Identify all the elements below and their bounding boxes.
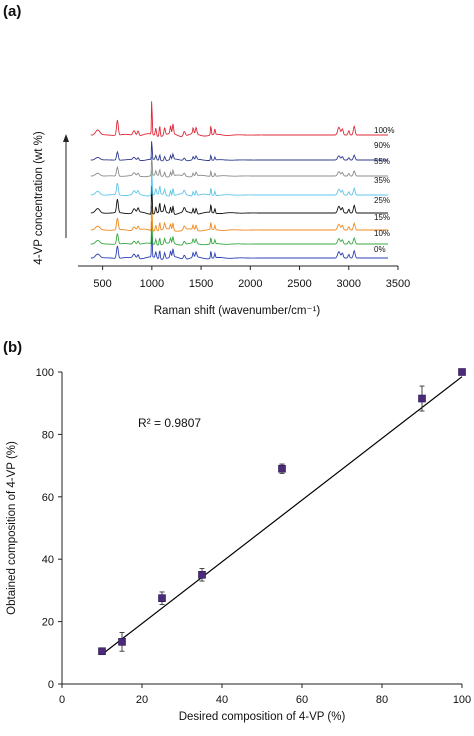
spectrum-line xyxy=(90,185,388,215)
x-tick-label-b: 60 xyxy=(296,694,308,706)
spectrum-line xyxy=(90,156,388,178)
x-axis-title-b: Desired composition of 4-VP (%) xyxy=(179,711,346,723)
y-tick-label-b: 20 xyxy=(42,617,54,629)
series-label: 10% xyxy=(374,229,390,238)
x-tick-label-a: 1000 xyxy=(140,278,164,290)
y-tick-label-b: 0 xyxy=(48,679,54,691)
x-ticks-b: 0 20 40 60 80 100 xyxy=(59,684,471,706)
series-label: 15% xyxy=(374,213,390,222)
spectrum-line xyxy=(90,230,388,260)
spectrum-line xyxy=(90,141,388,162)
data-point xyxy=(118,632,126,652)
data-point xyxy=(158,591,166,605)
x-axis-title-a: Raman shift (wavenumber/cm⁻¹) xyxy=(154,305,321,317)
x-tick-label-b: 80 xyxy=(376,694,388,706)
x-tick-label-a: 2000 xyxy=(238,278,262,290)
y-tick-label-b: 100 xyxy=(36,367,54,379)
series-label: 25% xyxy=(374,196,390,205)
fit-line-group xyxy=(101,376,463,655)
raman-spectra-chart: 500 1000 1500 2000 2500 3000 3500 0% 10% 15% 25% 3… xyxy=(33,101,410,317)
series-label: 55% xyxy=(374,157,390,166)
spectrum-line xyxy=(90,220,388,246)
data-point xyxy=(458,368,466,376)
spectrum-line xyxy=(90,205,388,232)
x-tick-label-a: 1500 xyxy=(189,278,213,290)
spectrum-line xyxy=(90,101,388,137)
y-tick-label-b: 60 xyxy=(42,492,54,504)
y-ticks-b: 0 20 40 60 80 100 xyxy=(36,367,62,691)
series-label: 100% xyxy=(374,126,394,135)
x-tick-label-a: 2500 xyxy=(287,278,311,290)
data-point xyxy=(98,647,106,656)
y-tick-label-b: 40 xyxy=(42,554,54,566)
point-marker xyxy=(278,464,286,473)
point-marker xyxy=(158,594,166,603)
series-label: 90% xyxy=(374,141,390,150)
point-marker xyxy=(458,368,466,376)
x-tick-label-b: 20 xyxy=(136,694,148,706)
point-marker xyxy=(418,394,426,403)
y-tick-label-b: 80 xyxy=(42,429,54,441)
x-tick-label-b: 100 xyxy=(453,694,471,706)
spectrum-line xyxy=(90,170,388,197)
series-label: 0% xyxy=(374,245,386,254)
data-point xyxy=(278,463,286,474)
data-point xyxy=(418,385,426,412)
point-marker xyxy=(98,647,106,656)
point-marker xyxy=(118,638,126,646)
y-axis-title-a: 4-VP concentration (wt %) xyxy=(33,131,45,265)
panel-b-label: (b) xyxy=(3,339,22,356)
x-ticks-a: 500 1000 1500 2000 2500 3000 3500 xyxy=(93,266,410,290)
y-axis-title-b: Obtained composition of 4-VP (%) xyxy=(6,441,18,615)
series-label: 35% xyxy=(374,176,390,185)
panel-a-label: (a) xyxy=(3,3,21,20)
fit-line xyxy=(101,376,463,655)
data-points xyxy=(98,368,466,656)
composition-scatter-chart: 0 20 40 60 80 100 0 20 40 60 80 100 R² = 0.9807 Ob… xyxy=(6,367,471,723)
point-marker xyxy=(198,570,206,579)
x-tick-label-b: 40 xyxy=(216,694,228,706)
x-tick-label-b: 0 xyxy=(59,694,65,706)
spectra-group xyxy=(90,101,388,260)
series-labels: 0% 10% 15% 25% 35% 55% 90% 100% xyxy=(374,126,394,254)
x-tick-label-a: 500 xyxy=(93,278,111,290)
r-squared-annotation: R² = 0.9807 xyxy=(138,416,201,430)
x-tick-label-a: 3500 xyxy=(386,278,410,290)
x-tick-label-a: 3000 xyxy=(337,278,361,290)
data-point xyxy=(198,568,206,582)
arrow-head xyxy=(63,134,69,142)
